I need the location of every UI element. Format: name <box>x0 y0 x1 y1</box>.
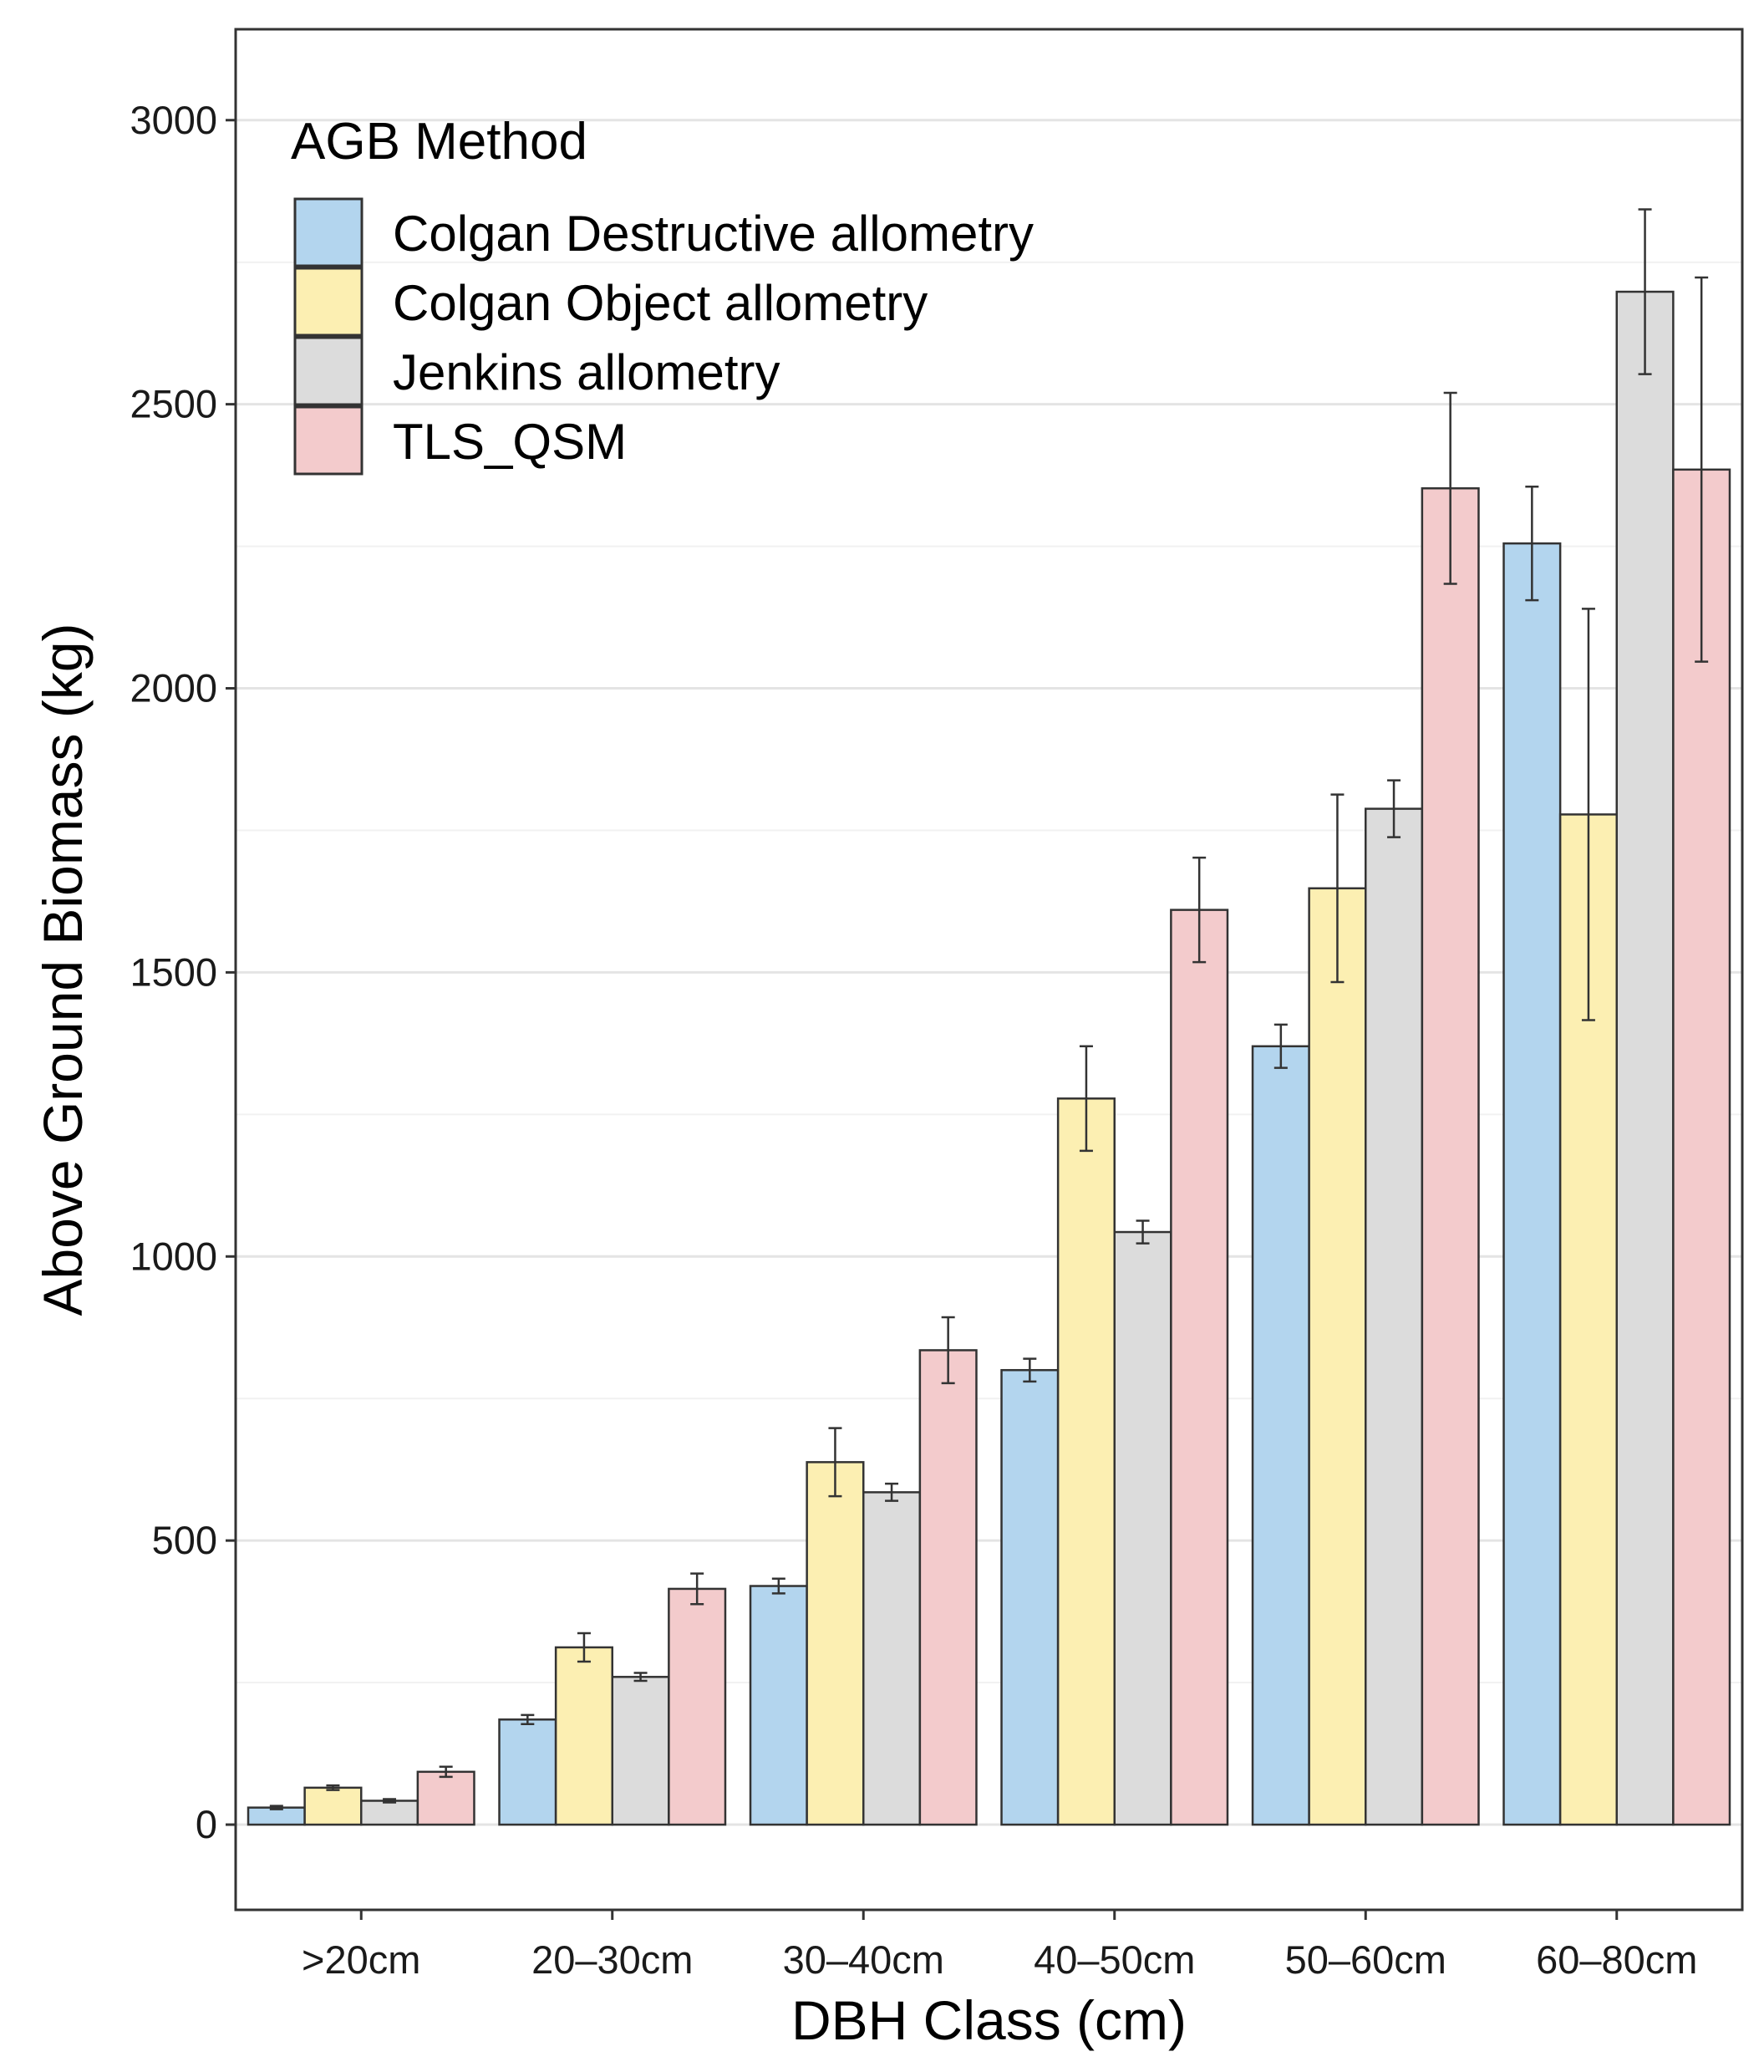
bar <box>303 1786 363 1826</box>
y-tick-label: 2000 <box>130 666 217 710</box>
x-axis-title: DBH Class (cm) <box>791 1989 1187 2051</box>
bar <box>668 1587 727 1826</box>
x-axis-ticks: >20cm 20–30cm 30–40cm 40–50cm 50–60cm 60–80cm <box>302 1910 1697 1982</box>
x-tick-label: >20cm <box>302 1937 420 1982</box>
bar <box>1056 1097 1116 1826</box>
x-tick-label: 50–60cm <box>1285 1937 1446 1982</box>
x-tick-label: 40–50cm <box>1034 1937 1195 1982</box>
bar <box>749 1585 808 1826</box>
bar <box>1502 542 1562 1826</box>
bar <box>554 1646 614 1826</box>
bars <box>247 290 1731 1826</box>
bar <box>806 1461 865 1826</box>
x-tick-label: 60–80cm <box>1536 1937 1697 1982</box>
bar <box>416 1770 475 1826</box>
legend-swatch <box>293 405 363 476</box>
bar <box>1113 1230 1172 1826</box>
legend-label: TLS_QSM <box>393 414 627 470</box>
legend-swatch <box>293 267 363 337</box>
error-bars <box>269 208 1709 1810</box>
y-tick-label: 3000 <box>130 98 217 142</box>
x-tick-label: 30–40cm <box>783 1937 944 1982</box>
grid <box>236 119 1742 1826</box>
bar <box>498 1718 557 1826</box>
y-axis-ticks: 0 500 1000 1500 2000 2500 3000 <box>130 98 236 1846</box>
bar <box>862 1491 922 1826</box>
legend-label: Jenkins allometry <box>393 344 780 400</box>
bar <box>611 1676 670 1826</box>
y-tick-label: 500 <box>152 1518 217 1562</box>
legend: AGB Method Colgan Destructive allometry C… <box>291 113 1034 476</box>
legend-label: Colgan Object allometry <box>393 275 928 331</box>
y-tick-label: 0 <box>196 1802 217 1846</box>
bar <box>360 1800 419 1826</box>
y-tick-label: 1500 <box>130 949 217 994</box>
bar <box>1308 887 1367 1826</box>
y-tick-label: 2500 <box>130 382 217 426</box>
bar <box>1000 1368 1060 1826</box>
bar <box>1421 486 1480 1826</box>
bar <box>1170 909 1229 1826</box>
bar <box>1365 807 1424 1826</box>
bar <box>1558 813 1618 1826</box>
legend-swatch <box>293 197 363 267</box>
bar <box>1672 468 1731 1826</box>
bar <box>1251 1045 1310 1826</box>
legend-label: Colgan Destructive allometry <box>393 206 1034 262</box>
plot-border <box>234 28 1744 1912</box>
legend-title: AGB Method <box>291 113 587 171</box>
bar <box>918 1349 978 1826</box>
legend-swatch <box>293 336 363 406</box>
y-axis-title: Above Ground Biomass (kg) <box>32 623 94 1316</box>
x-tick-label: 20–30cm <box>531 1937 693 1982</box>
y-tick-label: 1000 <box>130 1234 217 1278</box>
bar <box>1615 290 1675 1826</box>
